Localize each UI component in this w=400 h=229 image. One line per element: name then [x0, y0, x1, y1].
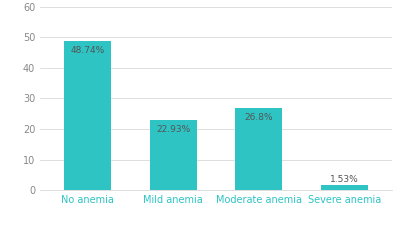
Bar [235, 108, 282, 190]
Text: 26.8%: 26.8% [244, 113, 273, 122]
Text: 22.93%: 22.93% [156, 125, 190, 134]
Text: 1.53%: 1.53% [330, 175, 358, 184]
Bar [64, 41, 111, 190]
Bar [150, 120, 197, 190]
Text: 48.74%: 48.74% [71, 46, 105, 55]
Bar [321, 185, 368, 190]
